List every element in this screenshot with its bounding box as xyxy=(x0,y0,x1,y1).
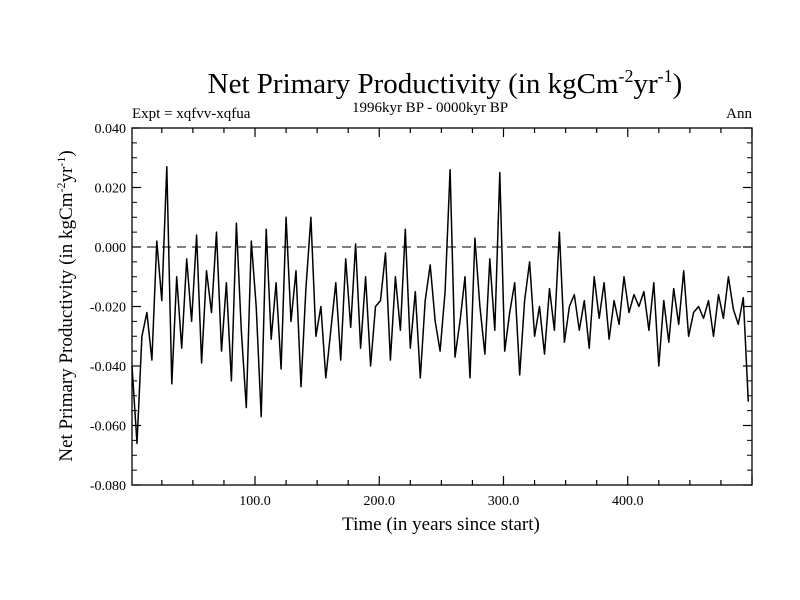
subtitle-season: Ann xyxy=(726,106,752,122)
y-axis-ticks: 0.040 0.020 0.000 -0.020 -0.040 -0.060 -0.080 xyxy=(90,122,752,494)
y-tick-label: 0.020 xyxy=(95,182,127,197)
plot-frame xyxy=(131,127,753,486)
x-axis-ticks: 100.0 200.0 300.0 400.0 xyxy=(161,128,753,509)
y-tick-label: -0.080 xyxy=(90,479,126,494)
title-main: Net Primary Productivity (in kgCm xyxy=(208,68,619,100)
ylabel-end: ) xyxy=(56,150,77,156)
title-sup-1: -2 xyxy=(618,66,633,86)
x-tick-label: 200.0 xyxy=(364,494,396,509)
ylabel-mid: yr xyxy=(56,166,77,183)
x-axis-label: Time (in years since start) xyxy=(342,514,540,535)
title-end: ) xyxy=(673,68,683,100)
title-sup-2: -1 xyxy=(658,66,673,86)
ylabel-main: Net Primary Productivity (in kgCm xyxy=(56,192,77,461)
ylabel-sup-1: -2 xyxy=(54,183,68,193)
series-line-npp xyxy=(131,165,750,445)
y-tick-label: 0.000 xyxy=(95,241,127,256)
x-tick-label: 300.0 xyxy=(488,494,520,509)
y-tick-label: 0.040 xyxy=(95,122,127,137)
y-axis-label: Net Primary Productivity (in kgCm-2yr-1) xyxy=(54,150,77,461)
series-group xyxy=(131,165,750,445)
y-tick-label: -0.020 xyxy=(90,301,126,316)
subtitle-time-range: 1996kyr BP - 0000kyr BP xyxy=(352,100,508,116)
y-tick-label: -0.060 xyxy=(90,420,126,435)
title-mid: yr xyxy=(633,68,658,100)
ylabel-sup-2: -1 xyxy=(54,157,68,167)
y-tick-label: -0.040 xyxy=(90,360,126,375)
x-tick-label: 100.0 xyxy=(239,494,271,509)
chart-title: Net Primary Productivity (in kgCm-2yr-1) xyxy=(208,66,683,100)
subtitle-experiment: Expt = xqfvv-xqfua xyxy=(132,106,251,122)
x-tick-label: 400.0 xyxy=(612,494,644,509)
